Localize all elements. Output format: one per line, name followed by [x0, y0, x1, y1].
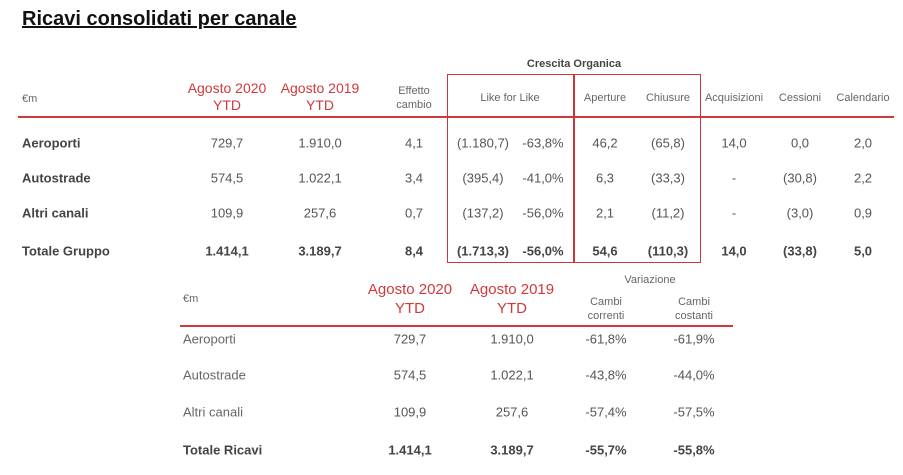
- header-2019-l1: Agosto 2019: [280, 80, 360, 96]
- header2-correnti-l1: Cambi: [590, 296, 622, 308]
- cell-y2020: 574,5: [210, 170, 244, 186]
- header-2020: Agosto 2020 YTD: [188, 80, 267, 114]
- cell-lfl_pct: -41,0%: [522, 170, 564, 186]
- cell-lfl: (1.713,3): [456, 243, 510, 259]
- header-2019-l2: YTD: [306, 97, 334, 113]
- header-acquisizioni: Acquisizioni: [704, 92, 764, 104]
- cell-cur: -55,7%: [585, 442, 627, 458]
- cell-y2020: 729,7: [393, 331, 427, 347]
- header-2019: Agosto 2019 YTD: [281, 80, 360, 114]
- cell-acquisizioni: -: [731, 205, 737, 221]
- header-2020-l1: Agosto 2020: [187, 80, 267, 96]
- cell-y2020: 109,9: [210, 205, 244, 221]
- cell-aperture: 46,2: [592, 135, 618, 151]
- row-label: Aeroporti: [183, 331, 236, 347]
- row-label: Altri canali: [183, 404, 243, 420]
- header2-2019: Agosto 2019 YTD: [470, 280, 554, 318]
- row-label: Autostrade: [22, 170, 91, 186]
- cell-calendario: 2,0: [853, 135, 873, 151]
- header2-costanti: Cambi costanti: [675, 295, 713, 323]
- header2-correnti-l2: correnti: [587, 310, 625, 322]
- cell-acquisizioni: 14,0: [721, 243, 747, 259]
- cell-lfl_pct: -63,8%: [522, 135, 564, 151]
- group-header-crescita: Crescita Organica: [526, 58, 622, 70]
- row-label: Totale Ricavi: [183, 442, 263, 458]
- cell-y2019: 3.189,7: [298, 243, 342, 259]
- cell-cessioni: (30,8): [783, 170, 817, 186]
- cell-fx: 8,4: [404, 243, 424, 259]
- cell-calendario: 0,9: [853, 205, 873, 221]
- cell-cessioni: (33,8): [783, 243, 817, 259]
- cell-lfl: (1.180,7): [456, 135, 510, 151]
- header-aperture: Aperture: [583, 92, 627, 104]
- cell-lfl: (395,4): [462, 170, 504, 186]
- row-label: Aeroporti: [22, 135, 81, 151]
- cell-y2019: 1.022,1: [298, 170, 342, 186]
- organic-box-divider: [573, 74, 575, 263]
- header2-2020-l2: YTD: [395, 300, 425, 317]
- header-divider: [18, 116, 894, 118]
- cell-y2019: 257,6: [303, 205, 337, 221]
- cell-y2019: 3.189,7: [490, 442, 534, 458]
- header-fx-l1: Effetto: [398, 85, 430, 97]
- header-chiusure: Chiusure: [645, 92, 691, 104]
- header2-correnti: Cambi correnti: [588, 295, 625, 323]
- header-cessioni: Cessioni: [778, 92, 822, 104]
- cell-y2019: 1.910,0: [298, 135, 342, 151]
- cell-cessioni: (3,0): [786, 205, 814, 221]
- unit-label: €m: [22, 93, 38, 105]
- cell-y2020: 109,9: [393, 404, 427, 420]
- cell-chiusure: (33,3): [651, 170, 685, 186]
- header2-2019-l2: YTD: [497, 300, 527, 317]
- cell-chiusure: (110,3): [647, 243, 689, 259]
- cell-y2020: 1.414,1: [205, 243, 249, 259]
- cell-fx: 3,4: [404, 170, 424, 186]
- row-label: Autostrade: [183, 367, 246, 383]
- cell-acquisizioni: 14,0: [721, 135, 747, 151]
- cell-const: -55,8%: [673, 442, 715, 458]
- cell-fx: 0,7: [404, 205, 424, 221]
- group-header-variazione: Variazione: [624, 274, 676, 286]
- cell-cur: -43,8%: [585, 367, 627, 383]
- header2-costanti-l1: Cambi: [678, 296, 710, 308]
- cell-chiusure: (65,8): [651, 135, 685, 151]
- cell-aperture: 54,6: [592, 243, 618, 259]
- cell-cur: -61,8%: [585, 331, 627, 347]
- cell-calendario: 2,2: [853, 170, 873, 186]
- cell-const: -44,0%: [673, 367, 715, 383]
- cell-fx: 4,1: [404, 135, 424, 151]
- cell-chiusure: (11,2): [651, 205, 685, 221]
- cell-aperture: 6,3: [595, 170, 615, 186]
- header2-2019-l1: Agosto 2019: [469, 281, 555, 298]
- header-lfl: Like for Like: [480, 92, 540, 104]
- page-title: Ricavi consolidati per canale: [22, 8, 297, 30]
- cell-y2019: 257,6: [495, 404, 529, 420]
- cell-y2020: 574,5: [393, 367, 427, 383]
- cell-y2020: 729,7: [210, 135, 244, 151]
- cell-y2019: 1.910,0: [490, 331, 534, 347]
- cell-const: -61,9%: [673, 331, 715, 347]
- cell-lfl_pct: -56,0%: [522, 243, 564, 259]
- header-fx: Effetto cambio: [396, 84, 431, 112]
- cell-y2019: 1.022,1: [490, 367, 534, 383]
- header2-costanti-l2: costanti: [675, 310, 713, 322]
- cell-y2020: 1.414,1: [388, 442, 432, 458]
- row-label: Altri canali: [22, 205, 89, 221]
- cell-cur: -57,4%: [585, 404, 627, 420]
- unit-label-2: €m: [183, 293, 199, 305]
- cell-aperture: 2,1: [595, 205, 615, 221]
- header-divider-2: [180, 325, 733, 327]
- cell-cessioni: 0,0: [790, 135, 810, 151]
- cell-lfl: (137,2): [462, 205, 504, 221]
- header-calendario: Calendario: [836, 92, 890, 104]
- cell-lfl_pct: -56,0%: [522, 205, 564, 221]
- cell-const: -57,5%: [673, 404, 715, 420]
- header2-2020: Agosto 2020 YTD: [368, 280, 452, 318]
- header-2020-l2: YTD: [213, 97, 241, 113]
- cell-acquisizioni: -: [731, 170, 737, 186]
- row-label: Totale Gruppo: [22, 243, 110, 259]
- cell-calendario: 5,0: [853, 243, 873, 259]
- header-fx-l2: cambio: [396, 99, 432, 111]
- header2-2020-l1: Agosto 2020: [367, 281, 453, 298]
